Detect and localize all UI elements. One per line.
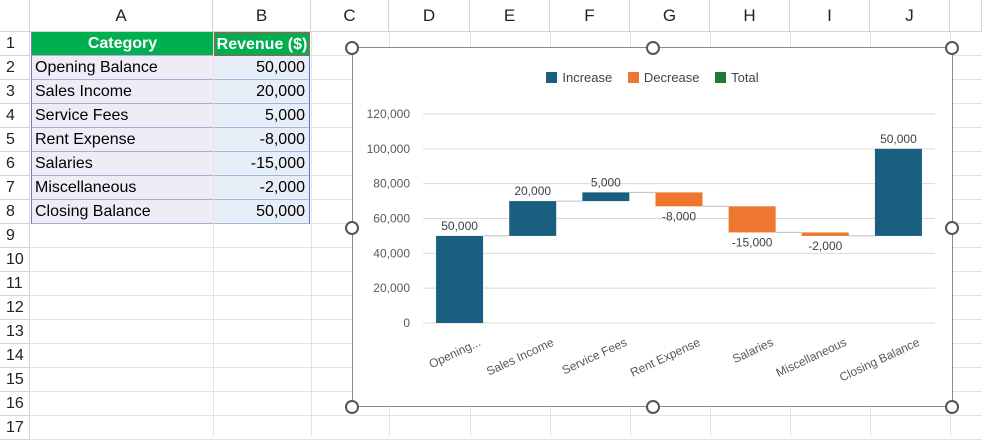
header-cell-revenue[interactable]: Revenue ($)	[214, 32, 310, 56]
resize-handle-top-middle[interactable]	[646, 41, 660, 55]
row-header-5[interactable]: 5	[0, 128, 30, 152]
row-header-15[interactable]: 15	[0, 368, 30, 392]
y-tick-label: 20,000	[373, 281, 410, 295]
cell-revenue[interactable]: -15,000	[214, 152, 310, 176]
cell-category[interactable]: Opening Balance	[31, 56, 213, 80]
y-tick-label: 60,000	[373, 212, 410, 226]
cell-category[interactable]: Miscellaneous	[31, 176, 213, 200]
row-header-4[interactable]: 4	[0, 104, 30, 128]
row-header-10[interactable]: 10	[0, 248, 30, 272]
legend-label-increase: Increase	[562, 70, 613, 85]
x-axis-category-label: Opening...	[427, 335, 483, 371]
cell-category[interactable]: Closing Balance	[31, 200, 213, 224]
column-header-g[interactable]: G	[630, 0, 710, 32]
cell-revenue[interactable]: -2,000	[214, 176, 310, 200]
cell-revenue[interactable]: 20,000	[214, 80, 310, 104]
resize-handle-bottom-left[interactable]	[345, 400, 359, 414]
bar-data-label: 50,000	[441, 219, 478, 233]
column-header-a[interactable]: A	[30, 0, 213, 32]
column-header-d[interactable]: D	[389, 0, 470, 32]
cell-revenue[interactable]: -8,000	[214, 128, 310, 152]
select-all-corner[interactable]	[0, 0, 30, 32]
row-header-14[interactable]: 14	[0, 344, 30, 368]
row-header-13[interactable]: 13	[0, 320, 30, 344]
row-header-6[interactable]: 6	[0, 152, 30, 176]
row-header-3[interactable]: 3	[0, 80, 30, 104]
cell-revenue[interactable]: 50,000	[214, 56, 310, 80]
bar-data-label: -2,000	[808, 239, 842, 253]
column-header-h[interactable]: H	[710, 0, 790, 32]
x-axis-category-label: Closing Balance	[837, 335, 922, 384]
waterfall-bar-2	[509, 201, 557, 236]
column-gridline	[311, 32, 312, 436]
waterfall-bar-5	[728, 206, 776, 233]
row-header-9[interactable]: 9	[0, 224, 30, 248]
cell-category[interactable]: Sales Income	[31, 80, 213, 104]
waterfall-bar-6	[801, 232, 849, 236]
legend-increase: Increase	[546, 70, 612, 85]
row-header-12[interactable]: 12	[0, 296, 30, 320]
resize-handle-bottom-right[interactable]	[945, 400, 959, 414]
bar-data-label: -8,000	[662, 209, 696, 223]
row-gridline	[30, 415, 982, 416]
resize-handle-middle-right[interactable]	[945, 221, 959, 235]
bar-data-label: 5,000	[591, 175, 621, 189]
waterfall-bar-4	[655, 192, 703, 207]
column-header-c[interactable]: C	[311, 0, 389, 32]
bar-data-label: -15,000	[732, 235, 773, 249]
legend-decrease: Decrease	[627, 70, 700, 85]
y-tick-label: 100,000	[367, 142, 411, 156]
waterfall-bar-7	[874, 148, 922, 236]
legend-label-total: Total	[731, 70, 759, 85]
resize-handle-middle-left[interactable]	[345, 221, 359, 235]
header-cell-category[interactable]: Category	[31, 32, 213, 56]
row-header-1[interactable]: 1	[0, 32, 30, 56]
row-header-17[interactable]: 17	[0, 416, 30, 440]
waterfall-chart[interactable]: Increase Decrease Total 0 20,000 40,000 60,…	[352, 47, 953, 407]
chart-legend: Increase Decrease Total	[353, 70, 952, 85]
column-header-j[interactable]: J	[870, 0, 950, 32]
column-header-f[interactable]: F	[550, 0, 630, 32]
y-tick-label: 40,000	[373, 246, 410, 260]
legend-label-decrease: Decrease	[643, 70, 700, 85]
row-header-8[interactable]: 8	[0, 200, 30, 224]
chart-plot: 0 20,000 40,000 60,000 80,000 100,000 120,000 5…	[367, 107, 935, 384]
x-axis-category-label: Sales Income	[484, 335, 556, 379]
legend-total: Total	[715, 70, 759, 85]
row-header-16[interactable]: 16	[0, 392, 30, 416]
column-header-blank	[950, 0, 982, 32]
cell-category[interactable]: Service Fees	[31, 104, 213, 128]
y-tick-label: 0	[403, 316, 410, 330]
x-axis-category-label: Service Fees	[560, 335, 629, 377]
cell-category[interactable]: Salaries	[31, 152, 213, 176]
resize-handle-top-right[interactable]	[945, 41, 959, 55]
resize-handle-top-left[interactable]	[345, 41, 359, 55]
y-tick-label: 80,000	[373, 177, 410, 191]
cell-revenue[interactable]: 5,000	[214, 104, 310, 128]
row-header-2[interactable]: 2	[0, 56, 30, 80]
row-header-11[interactable]: 11	[0, 272, 30, 296]
y-tick-label: 120,000	[367, 107, 411, 121]
legend-swatch-decrease	[627, 72, 639, 83]
cell-category[interactable]: Rent Expense	[31, 128, 213, 152]
cell-revenue[interactable]: 50,000	[214, 200, 310, 224]
column-gridline	[213, 32, 214, 436]
x-axis-category-label: Rent Expense	[628, 335, 703, 380]
resize-handle-bottom-middle[interactable]	[646, 400, 660, 414]
column-header-i[interactable]: I	[790, 0, 870, 32]
row-header-7[interactable]: 7	[0, 176, 30, 200]
x-axis-category-label: Salaries	[730, 335, 775, 366]
waterfall-bar-3	[582, 192, 630, 202]
bar-data-label: 20,000	[514, 184, 551, 198]
bar-data-label: 50,000	[880, 132, 917, 146]
legend-swatch-total	[715, 72, 727, 83]
column-header-e[interactable]: E	[470, 0, 550, 32]
waterfall-bar-1	[436, 235, 484, 323]
legend-swatch-increase	[546, 72, 558, 83]
column-header-b[interactable]: B	[213, 0, 311, 32]
